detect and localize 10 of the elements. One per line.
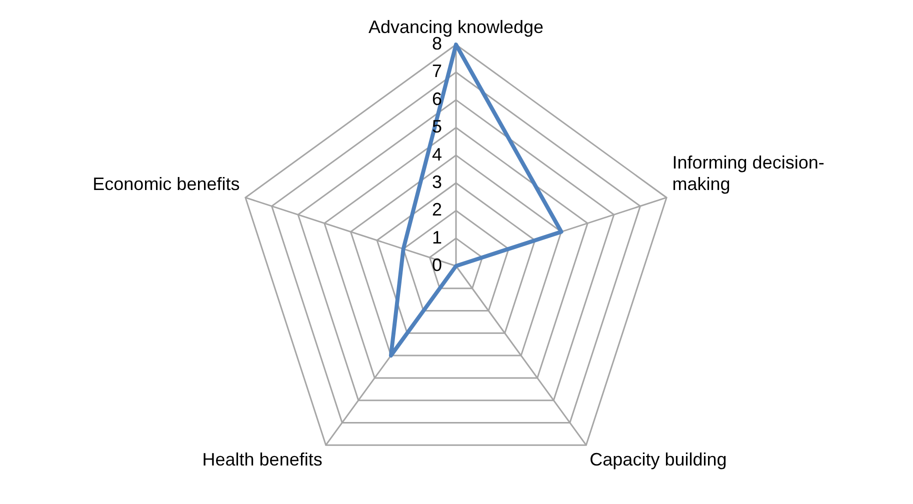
spoke-label: Health benefits	[202, 450, 322, 470]
y-tick-label: 1	[432, 227, 442, 248]
y-tick-label: 7	[432, 61, 442, 82]
y-tick-label: 3	[432, 172, 442, 192]
y-tick-label: 2	[432, 200, 442, 220]
spoke-label: Capacity building	[590, 450, 727, 470]
spoke-label: Informing decision-making	[672, 152, 824, 194]
spoke-label: Economic benefits	[92, 174, 240, 194]
y-tick-label: 4	[432, 144, 442, 164]
y-tick-label: 0	[432, 254, 442, 275]
